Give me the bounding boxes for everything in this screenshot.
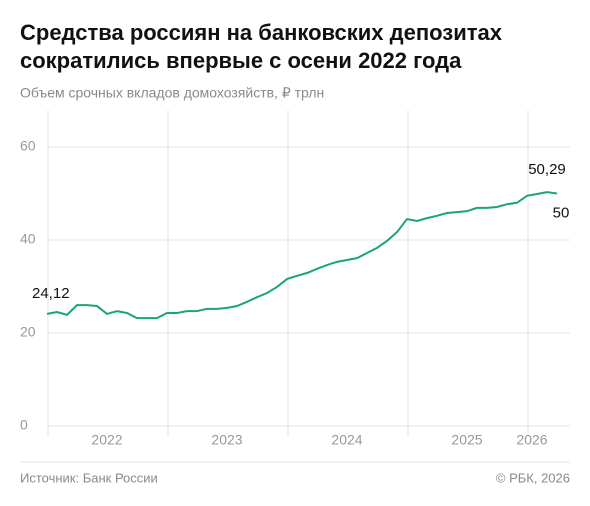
source: Источник: Банк России <box>20 470 158 485</box>
copyright: © РБК, 2026 <box>496 470 570 485</box>
y-tick-label: 0 <box>20 417 28 433</box>
chart-title: Средства россиян на банковских депозитах <box>20 20 503 45</box>
x-tick-label: 2026 <box>516 432 547 448</box>
y-tick-label: 60 <box>20 138 36 154</box>
y-tick-label: 20 <box>20 324 36 340</box>
value-label: 24,12 <box>32 285 70 302</box>
x-tick-label: 2024 <box>331 432 362 448</box>
y-tick-label: 40 <box>20 231 36 247</box>
chart-subtitle: Объем срочных вкладов домохозяйств, ₽ тр… <box>20 85 324 101</box>
chart-title: сократились впервые с осени 2022 года <box>20 48 462 73</box>
value-label: 50,29 <box>528 161 566 178</box>
x-tick-label: 2023 <box>211 432 242 448</box>
x-tick-label: 2025 <box>451 432 482 448</box>
x-tick-label: 2022 <box>91 432 122 448</box>
line <box>46 191 558 320</box>
value-label: 50 <box>553 204 570 221</box>
